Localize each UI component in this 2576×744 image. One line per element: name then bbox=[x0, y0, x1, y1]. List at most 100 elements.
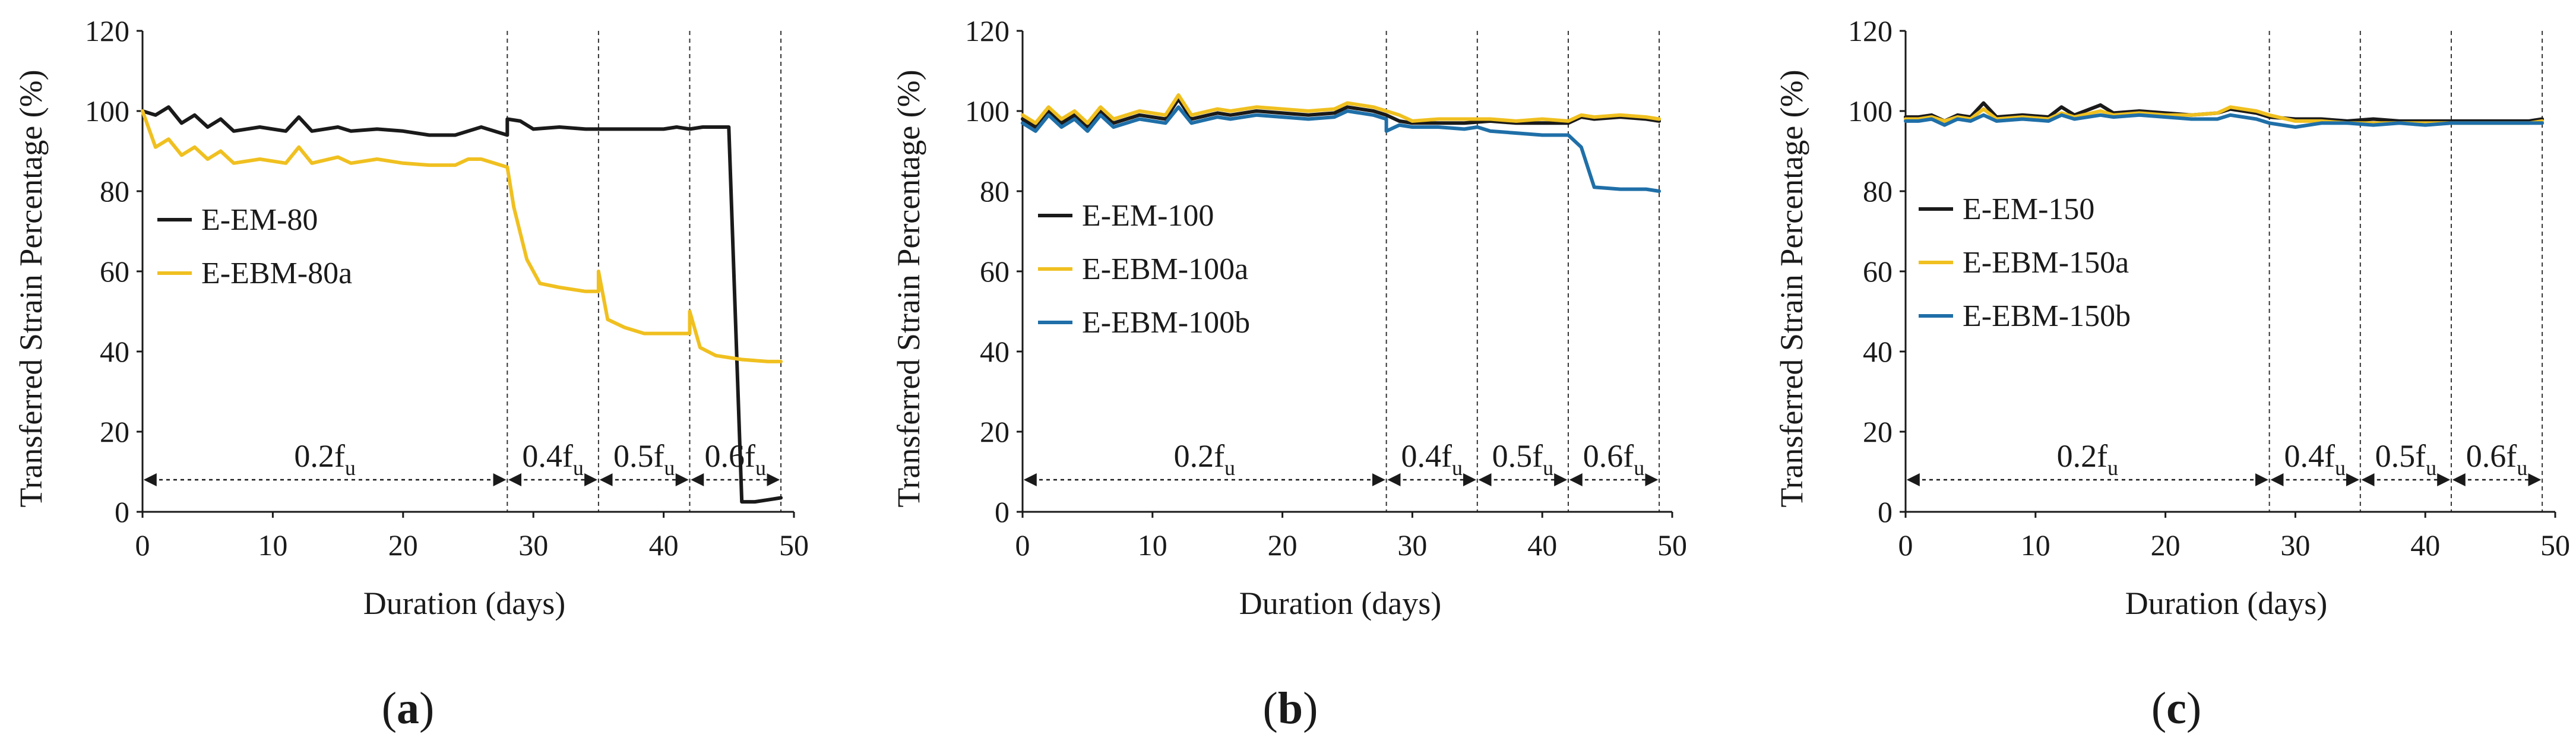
stage-label: 0.2fu bbox=[1174, 438, 1235, 480]
y-tick-label: 60 bbox=[100, 255, 129, 288]
legend-label: E-EBM-80a bbox=[201, 257, 352, 290]
y-tick-label: 40 bbox=[100, 335, 129, 368]
stage-label-text: 0.4f bbox=[2284, 438, 2335, 474]
stage-label-text: 0.4f bbox=[1401, 438, 1452, 474]
x-axis-title: Duration (days) bbox=[363, 585, 565, 621]
y-tick-label: 80 bbox=[1863, 175, 1893, 208]
legend-label: E-EBM-100a bbox=[1082, 252, 1248, 286]
x-tick-label: 20 bbox=[1268, 528, 1298, 562]
stage-label: 0.5fu bbox=[2375, 438, 2436, 480]
y-tick-label: 40 bbox=[980, 335, 1009, 368]
x-tick-label: 10 bbox=[1138, 528, 1167, 562]
x-tick-label: 50 bbox=[779, 528, 809, 562]
chart-panel-c: Transferred Strain Percentage (%) Durati… bbox=[1774, 14, 2570, 733]
stage-label: 0.2fu bbox=[294, 438, 355, 480]
stage-label-subscript: u bbox=[2426, 456, 2436, 480]
y-tick-label: 20 bbox=[980, 415, 1009, 448]
panel-label: (a) bbox=[382, 683, 435, 733]
y-tick-label: 100 bbox=[965, 94, 1009, 128]
y-axis-title: Transferred Strain Percentage (%) bbox=[1774, 69, 1809, 507]
stage-label-subscript: u bbox=[345, 456, 356, 480]
series-line bbox=[1021, 97, 1662, 129]
y-tick-label: 0 bbox=[995, 495, 1009, 528]
stage-label-text: 0.5f bbox=[1492, 438, 1543, 474]
stage-label-text: 0.2f bbox=[1174, 438, 1225, 474]
y-tick-label: 100 bbox=[1848, 94, 1893, 128]
x-tick-label: 0 bbox=[1898, 528, 1913, 562]
x-tick-label: 20 bbox=[388, 528, 418, 562]
legend-label: E-EBM-100b bbox=[1082, 306, 1250, 340]
y-tick-label: 120 bbox=[965, 14, 1009, 48]
stage-label-text: 0.6f bbox=[2466, 438, 2517, 474]
x-tick-label: 0 bbox=[135, 528, 150, 562]
stage-label: 0.4fu bbox=[1401, 438, 1462, 480]
stage-label-subscript: u bbox=[755, 456, 766, 480]
x-tick-label: 10 bbox=[2021, 528, 2050, 562]
legend-label: E-EM-150 bbox=[1963, 192, 2094, 226]
panel-letter: c bbox=[2166, 683, 2186, 733]
y-tick-label: 120 bbox=[1848, 14, 1893, 48]
stage-label-subscript: u bbox=[664, 456, 675, 480]
y-tick-label: 60 bbox=[980, 255, 1009, 288]
x-tick-label: 10 bbox=[258, 528, 287, 562]
x-tick-label: 50 bbox=[1657, 528, 1687, 562]
series-line bbox=[141, 105, 783, 504]
y-tick-label: 100 bbox=[85, 94, 129, 128]
stage-label: 0.4fu bbox=[2284, 438, 2345, 480]
x-tick-label: 30 bbox=[518, 528, 548, 562]
stage-label-text: 0.5f bbox=[613, 438, 664, 474]
x-tick-label: 0 bbox=[1015, 528, 1030, 562]
stage-label: 0.4fu bbox=[522, 438, 583, 480]
panel-letter: b bbox=[1278, 683, 1303, 733]
y-axis-title: Transferred Strain Percentage (%) bbox=[891, 69, 926, 507]
x-tick-label: 40 bbox=[2410, 528, 2440, 562]
stage-label-text: 0.6f bbox=[1583, 438, 1634, 474]
stage-label-text: 0.2f bbox=[2057, 438, 2108, 474]
series-line bbox=[1021, 105, 1662, 193]
x-tick-label: 30 bbox=[1397, 528, 1427, 562]
series-line bbox=[141, 109, 783, 363]
x-axis-title: Duration (days) bbox=[1239, 585, 1441, 621]
legend-label: E-EBM-150a bbox=[1963, 246, 2129, 280]
stage-label-subscript: u bbox=[1634, 456, 1644, 480]
stage-label-subscript: u bbox=[1224, 456, 1235, 480]
stage-label-subscript: u bbox=[573, 456, 584, 480]
stage-label-text: 0.4f bbox=[522, 438, 573, 474]
y-axis-title: Transferred Strain Percentage (%) bbox=[13, 69, 49, 507]
x-tick-label: 50 bbox=[2540, 528, 2570, 562]
panel-label: (c) bbox=[2151, 683, 2201, 733]
stage-label-subscript: u bbox=[2517, 456, 2527, 480]
legend-label: E-EM-80 bbox=[201, 203, 318, 237]
stage-label-subscript: u bbox=[2107, 456, 2118, 480]
stage-label: 0.6fu bbox=[705, 438, 766, 480]
y-tick-label: 0 bbox=[1878, 495, 1893, 528]
y-tick-label: 20 bbox=[100, 415, 129, 448]
series-line bbox=[1904, 113, 2545, 129]
x-tick-label: 20 bbox=[2151, 528, 2181, 562]
x-axis-title: Duration (days) bbox=[2125, 585, 2327, 621]
stage-label-subscript: u bbox=[2335, 456, 2346, 480]
legend-label: E-EM-100 bbox=[1082, 199, 1214, 233]
stage-label-text: 0.2f bbox=[294, 438, 345, 474]
y-tick-label: 20 bbox=[1863, 415, 1893, 448]
stage-label: 0.6fu bbox=[1583, 438, 1644, 480]
y-tick-label: 0 bbox=[115, 495, 129, 528]
y-tick-label: 60 bbox=[1863, 255, 1893, 288]
chart-panel-b: Transferred Strain Percentage (%) Durati… bbox=[891, 14, 1687, 733]
y-tick-label: 80 bbox=[100, 175, 129, 208]
stage-label-text: 0.6f bbox=[705, 438, 756, 474]
stage-label-subscript: u bbox=[1452, 456, 1463, 480]
y-tick-label: 40 bbox=[1863, 335, 1893, 368]
stage-label-subscript: u bbox=[1543, 456, 1553, 480]
legend-label: E-EBM-150b bbox=[1963, 299, 2131, 333]
chart-panel-a: Transferred Strain Percentage (%) Durati… bbox=[13, 14, 809, 733]
stage-label-text: 0.5f bbox=[2375, 438, 2426, 474]
y-tick-label: 80 bbox=[980, 175, 1009, 208]
series-line bbox=[1021, 93, 1662, 125]
x-tick-label: 30 bbox=[2280, 528, 2310, 562]
x-tick-label: 40 bbox=[649, 528, 679, 562]
y-tick-label: 120 bbox=[85, 14, 129, 48]
stage-label: 0.2fu bbox=[2057, 438, 2118, 480]
stage-label: 0.5fu bbox=[1492, 438, 1553, 480]
stage-label: 0.5fu bbox=[613, 438, 675, 480]
